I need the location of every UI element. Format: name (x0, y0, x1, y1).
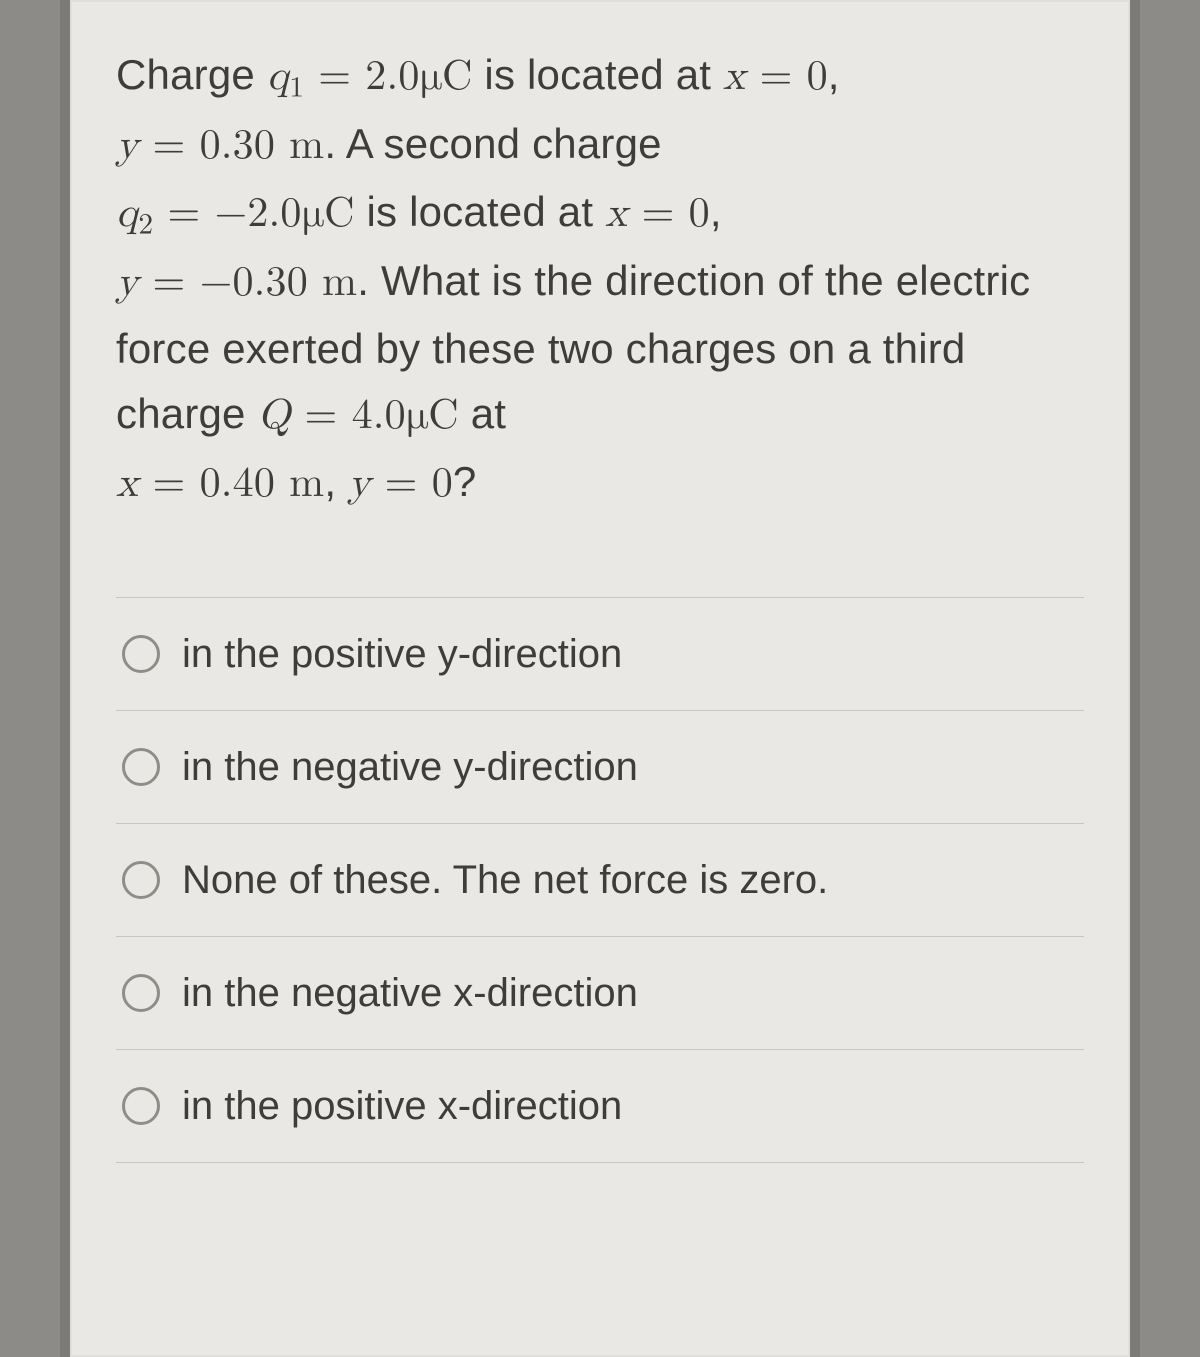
option-row[interactable]: in the negative y-direction (116, 711, 1084, 824)
eq: = (290, 395, 351, 437)
math-y: y (348, 463, 370, 505)
text: Charge (116, 51, 267, 98)
option-label: in the positive y-direction (182, 628, 622, 680)
question-card: Charge q1 = 2.0μC is located at x = 0, y… (60, 0, 1140, 1357)
math-q2: q2 (116, 193, 153, 235)
option-label: None of these. The net force is zero. (182, 854, 828, 906)
radio-icon[interactable] (122, 974, 160, 1012)
eq: = (304, 56, 365, 98)
math-x: x (605, 193, 627, 235)
eq: = (371, 463, 432, 505)
text: is located at (473, 51, 723, 98)
option-row[interactable]: in the positive y-direction (116, 598, 1084, 711)
question-text: Charge q1 = 2.0μC is located at x = 0, y… (116, 42, 1084, 517)
radio-icon[interactable] (122, 748, 160, 786)
options-list: in the positive y-direction in the negat… (116, 597, 1084, 1163)
math-x: x (116, 463, 138, 505)
math-x: x (723, 56, 745, 98)
option-label: in the negative x-direction (182, 967, 638, 1019)
option-label: in the positive x-direction (182, 1080, 622, 1132)
math-q2-value: −2.0μC (214, 193, 354, 235)
text: at (459, 390, 506, 437)
math-Q: Q (258, 395, 291, 437)
math-y2-value: −0.30 m (200, 262, 358, 304)
math-yQ-value: 0 (432, 463, 453, 505)
radio-icon[interactable] (122, 861, 160, 899)
math-zero: 0 (807, 56, 828, 98)
text: is located at (355, 188, 605, 235)
option-row[interactable]: None of these. The net force is zero. (116, 824, 1084, 937)
text: , (324, 458, 348, 505)
eq: = (153, 193, 214, 235)
eq: = (627, 193, 688, 235)
eq: = (138, 463, 199, 505)
option-row[interactable]: in the positive x-direction (116, 1050, 1084, 1162)
text: , (828, 51, 840, 98)
eq: = (138, 125, 199, 167)
option-label: in the negative y-direction (182, 741, 638, 793)
text: ? (453, 458, 477, 505)
math-zero: 0 (689, 193, 710, 235)
math-Q-value: 4.0μC (352, 395, 459, 437)
math-y1-value: 0.30 m (200, 125, 325, 167)
math-y: y (116, 125, 138, 167)
math-q1-value: 2.0μC (365, 56, 472, 98)
radio-icon[interactable] (122, 1087, 160, 1125)
text: , (710, 188, 722, 235)
option-row[interactable]: in the negative x-direction (116, 937, 1084, 1050)
math-q1: q1 (267, 56, 304, 98)
radio-icon[interactable] (122, 635, 160, 673)
math-xQ-value: 0.40 m (200, 463, 325, 505)
text: . A second charge (324, 120, 661, 167)
eq: = (138, 262, 199, 304)
math-y: y (116, 262, 138, 304)
eq: = (745, 56, 806, 98)
